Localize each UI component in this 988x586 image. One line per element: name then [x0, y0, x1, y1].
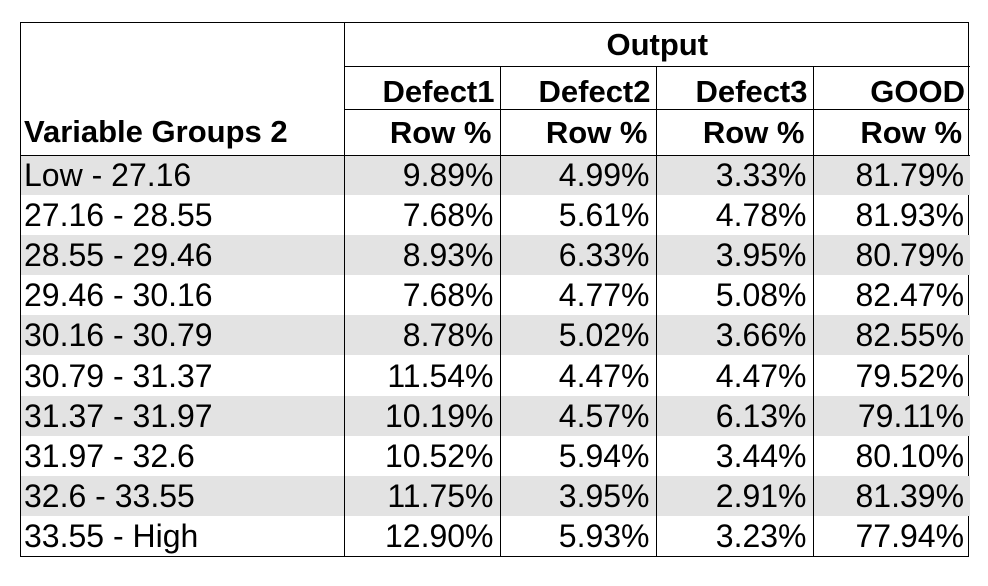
table-row: 27.16 - 28.55 7.68% 5.61% 4.78% 81.93%: [21, 195, 971, 236]
row-value-defect3: 3.23%: [655, 515, 813, 556]
row-label: 27.16 - 28.55: [24, 197, 213, 234]
table-row: 30.79 - 31.37 11.54% 4.47% 4.47% 79.52%: [21, 355, 971, 396]
row-value-defect3: 6.13%: [655, 395, 813, 436]
row-header-label: Variable Groups 2: [21, 109, 344, 156]
row-value-defect3: 3.95%: [655, 235, 813, 276]
row-value-defect2: 5.02%: [499, 315, 656, 356]
row-value-defect1: 8.93%: [343, 235, 500, 276]
row-value-good: 79.52%: [812, 355, 971, 396]
table-row: 31.97 - 32.6 10.52% 5.94% 3.44% 80.10%: [21, 435, 971, 476]
row-value-defect2: 5.94%: [499, 435, 656, 476]
row-value-defect2: 4.77%: [499, 275, 656, 316]
row-value-good: 79.11%: [812, 395, 971, 436]
row-value-defect1: 10.52%: [343, 435, 500, 476]
row-value-good: 81.39%: [812, 475, 971, 516]
row-value-defect3: 3.44%: [655, 435, 813, 476]
row-value-defect2: 4.47%: [499, 355, 656, 396]
row-label: 32.6 - 33.55: [21, 475, 344, 516]
output-group-header: Output: [343, 23, 971, 67]
row-value-defect1: 7.68%: [343, 275, 500, 316]
column-header-defect3: Defect3: [655, 66, 813, 110]
data-table: Output Defect1 Defect2 Defect3 GOOD Vari…: [21, 23, 971, 556]
corner-cell-2: [21, 66, 344, 109]
table-row: 30.16 - 30.79 8.78% 5.02% 3.66% 82.55%: [21, 315, 971, 356]
row-value-good: 82.55%: [812, 315, 971, 356]
row-value-defect1: 10.19%: [343, 395, 500, 436]
subheader-row-pct: Row %: [812, 109, 971, 156]
row-value-good: 80.79%: [812, 235, 971, 276]
row-value-defect2: 4.57%: [499, 395, 656, 436]
table-body: Low - 27.16 9.89% 4.99% 3.33% 81.79% 27.16 - …: [21, 155, 971, 556]
row-value-defect3: 3.33%: [655, 155, 813, 196]
row-value-defect1: 11.54%: [343, 355, 500, 396]
row-label: Low - 27.16: [21, 155, 344, 196]
row-value-defect3: 2.91%: [655, 475, 813, 516]
table-row: 33.55 - High 12.90% 5.93% 3.23% 77.94%: [21, 515, 971, 556]
row-value-defect3: 4.47%: [655, 355, 813, 396]
table-row: 29.46 - 30.16 7.68% 4.77% 5.08% 82.47%: [21, 275, 971, 316]
table-row: 32.6 - 33.55 11.75% 3.95% 2.91% 81.39%: [21, 475, 971, 516]
row-value-good: 81.79%: [812, 155, 971, 196]
crosstab-table: Output Defect1 Defect2 Defect3 GOOD Vari…: [20, 22, 971, 557]
row-label: 30.16 - 30.79: [21, 315, 344, 356]
row-value-defect1: 8.78%: [343, 315, 500, 356]
row-label: 31.37 - 31.97: [21, 395, 344, 436]
subheader-row-pct: Row %: [655, 109, 813, 156]
row-value-defect1: 7.68%: [343, 195, 500, 236]
row-value-good: 77.94%: [812, 515, 971, 556]
row-value-defect1: 12.90%: [343, 515, 500, 556]
subheader-row-pct: Row %: [499, 109, 656, 156]
column-header-defect2: Defect2: [499, 66, 656, 110]
column-header-defect1: Defect1: [343, 66, 500, 110]
row-value-defect1: 9.89%: [343, 155, 500, 196]
row-value-good: 82.47%: [812, 275, 971, 316]
row-value-defect1: 11.75%: [343, 475, 500, 516]
row-value-defect2: 5.93%: [499, 515, 656, 556]
table-row: 31.37 - 31.97 10.19% 4.57% 6.13% 79.11%: [21, 395, 971, 436]
row-value-defect2: 3.95%: [499, 475, 656, 516]
row-value-good: 80.10%: [812, 435, 971, 476]
row-label: 28.55 - 29.46: [21, 235, 344, 276]
column-header-good: GOOD: [812, 66, 971, 110]
row-value-defect3: 4.78%: [655, 195, 813, 236]
subheader-row-pct: Row %: [343, 109, 500, 156]
row-value-defect3: 5.08%: [655, 275, 813, 316]
header-row-columns: Defect1 Defect2 Defect3 GOOD: [21, 66, 971, 110]
row-value-defect2: 6.33%: [499, 235, 656, 276]
table-row: 28.55 - 29.46 8.93% 6.33% 3.95% 80.79%: [21, 235, 971, 276]
row-label: 30.79 - 31.37: [24, 357, 213, 394]
row-label: 29.46 - 30.16: [24, 277, 213, 314]
header-row-group: Output: [21, 23, 971, 67]
header-row-subheader: Variable Groups 2 Row % Row % Row % Row …: [21, 109, 971, 156]
row-label: 33.55 - High: [24, 517, 199, 554]
corner-cell: [21, 23, 344, 66]
row-value-defect2: 5.61%: [499, 195, 656, 236]
row-label: 31.97 - 32.6: [24, 437, 195, 474]
row-value-good: 81.93%: [812, 195, 971, 236]
row-value-defect3: 3.66%: [655, 315, 813, 356]
table-row: Low - 27.16 9.89% 4.99% 3.33% 81.79%: [21, 155, 971, 196]
row-value-defect2: 4.99%: [499, 155, 656, 196]
